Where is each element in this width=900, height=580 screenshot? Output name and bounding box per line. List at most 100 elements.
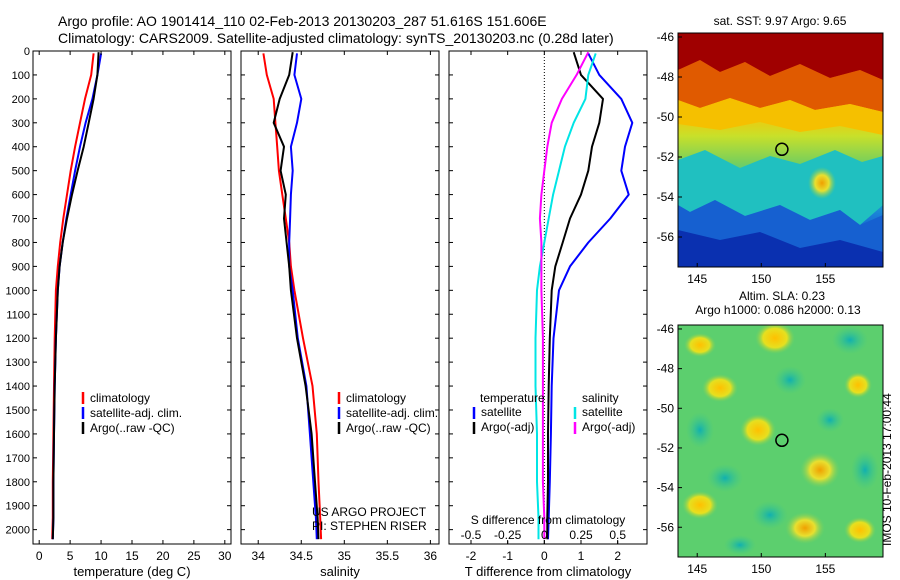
legend-label-climatology: climatology	[90, 391, 150, 405]
temperature-legend: climatology satellite-adj. clim. Argo(..…	[81, 391, 182, 435]
map-y-tick-label: -50	[657, 401, 675, 415]
map-y-tick-label: -46	[657, 322, 675, 336]
x-tick-label: 10	[94, 549, 108, 563]
series-line-argo-adj-temperature	[546, 51, 604, 540]
map-y-tick-label: -46	[657, 30, 675, 44]
x-tick-label: 20	[156, 549, 170, 563]
header-line2: Climatology: CARS2009. Satellite-adjuste…	[58, 30, 614, 46]
legend-label-climatology: climatology	[346, 391, 406, 405]
x-tick-label: 34.5	[290, 549, 314, 563]
argo-location-marker	[775, 433, 789, 448]
y-tick-label: 1000	[6, 285, 30, 297]
legend-label-satellite: satellite-adj. clim.	[90, 406, 182, 420]
difference-x2label: S difference from climatology	[471, 513, 626, 527]
map-y-tick-label: -56	[657, 520, 675, 534]
header-line1: Argo profile: AO 1901414_110 02-Feb-2013…	[58, 13, 547, 29]
argo-location-marker	[775, 142, 789, 157]
map-x-tick-label: 145	[687, 562, 707, 576]
x2-tick-label: -0.25	[494, 528, 522, 542]
salinity-panel-frame	[240, 50, 440, 545]
map-y-tick-label: -54	[657, 481, 675, 495]
map-y-tick-label: -52	[657, 441, 675, 455]
y-tick-label: 200	[12, 94, 30, 106]
x-tick-label: 1	[578, 549, 585, 563]
project-note-line1: US ARGO PROJECT	[312, 505, 427, 519]
y-tick-label: 1400	[6, 381, 30, 393]
x-tick-label: 35	[338, 549, 352, 563]
series-line-satellite-salinity	[534, 53, 597, 540]
x-tick-label: 34	[252, 549, 266, 563]
sst-map-field	[678, 33, 883, 267]
y-tick-label: 1100	[6, 309, 30, 321]
legend-label-argo: Argo(..raw -QC)	[90, 421, 175, 435]
x-tick-label: 0	[36, 549, 43, 563]
y-tick-label: 0	[24, 46, 30, 58]
legend-label-satellite: satellite-adj. clim.	[346, 406, 438, 420]
series-line-satellite-adj-clim	[288, 53, 318, 540]
x-tick-label: -1	[502, 549, 513, 563]
x-tick-label: 0	[541, 549, 548, 563]
temperature-panel-frame	[32, 50, 232, 545]
x-tick-label: 5	[67, 549, 74, 563]
y-tick-label: 1500	[6, 405, 30, 417]
legend-title-salinity: salinity	[582, 391, 619, 405]
salinity-legend: climatology satellite-adj. clim. Argo(..…	[337, 391, 438, 435]
map-x-tick-label: 155	[815, 562, 835, 576]
y-tick-label: 1200	[6, 333, 30, 345]
legend-label-argo: Argo(..raw -QC)	[346, 421, 431, 435]
x2-tick-label: 0	[541, 528, 548, 542]
map-y-tick-label: -48	[657, 362, 675, 376]
x-tick-label: 2	[614, 549, 621, 563]
series-line-satellite-adj-clim	[51, 53, 103, 540]
y-tick-label: 500	[12, 166, 30, 178]
sst-map-frame	[677, 32, 884, 268]
series-line-argo-raw-qc	[51, 52, 100, 540]
legend-label-sat-sal: satellite	[582, 405, 623, 419]
project-note-line2: PI: STEPHEN RISER	[312, 519, 427, 533]
y-tick-label: 600	[12, 190, 30, 202]
difference-panel-frame	[448, 50, 648, 545]
sla-map-title: Altim. SLA: 0.23	[739, 289, 825, 303]
y-tick-label: 1700	[6, 453, 30, 465]
temperature-xlabel: temperature (deg C)	[73, 564, 190, 579]
map-y-tick-label: -48	[657, 70, 675, 84]
series-line-argo-raw-qc	[272, 52, 320, 540]
y-tick-label: 400	[12, 142, 30, 154]
map-y-tick-label: -54	[657, 190, 675, 204]
x-tick-label: 30	[218, 549, 232, 563]
x-tick-label: 15	[125, 549, 139, 563]
y-tick-label: 100	[12, 70, 30, 82]
map-y-tick-label: -56	[657, 230, 675, 244]
x-tick-label: -2	[466, 549, 477, 563]
series-line-argo-adj-salinity	[538, 51, 590, 540]
side-label: IMOS 10-Feb-2013 17:00:44	[880, 393, 894, 546]
y-tick-label: 1600	[6, 429, 30, 441]
sst-map-title: sat. SST: 9.97 Argo: 9.65	[714, 14, 847, 28]
x-tick-label: 35.5	[376, 549, 400, 563]
map-y-tick-label: -50	[657, 110, 675, 124]
y-tick-label: 900	[12, 261, 30, 273]
sla-map-subtitle: Argo h1000: 0.086 h2000: 0.13	[695, 303, 861, 317]
legend-label-sat-temp: satellite	[481, 405, 522, 419]
salinity-xlabel: salinity	[320, 564, 360, 579]
map-y-tick-label: -52	[657, 150, 675, 164]
y-tick-label: 1300	[6, 357, 30, 369]
map-x-tick-label: 145	[687, 272, 707, 286]
legend-label-argo-temp: Argo(-adj)	[481, 420, 534, 434]
y-tick-label: 1900	[6, 501, 30, 513]
map-x-tick-label: 150	[751, 272, 771, 286]
legend-title-temperature: temperature	[480, 391, 545, 405]
x2-tick-label: 0.25	[569, 528, 593, 542]
difference-xlabel: T difference from climatology	[465, 564, 632, 579]
sla-map-frame	[677, 324, 884, 558]
y-tick-label: 300	[12, 118, 30, 130]
difference-legend: temperature salinity satellite Argo(-adj…	[472, 391, 635, 434]
x2-tick-label: -0.5	[461, 528, 482, 542]
x-tick-label: 36	[424, 549, 438, 563]
series-line-satellite-temperature	[547, 52, 634, 540]
y-tick-label: 700	[12, 214, 30, 226]
sla-map-field	[678, 325, 883, 557]
x2-tick-label: 0.5	[609, 528, 626, 542]
map-x-tick-label: 155	[815, 272, 835, 286]
